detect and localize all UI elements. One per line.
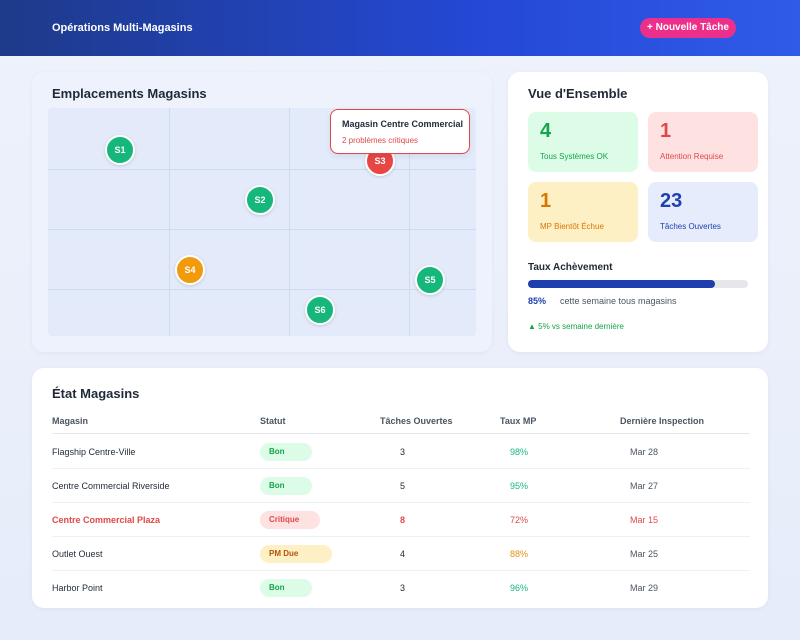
row-divider — [52, 570, 750, 571]
column-header-status[interactable]: Statut — [260, 416, 286, 426]
table-row[interactable]: Centre Commercial Riverside Bon 5 95% Mar 27 — [52, 469, 750, 503]
stat-value: 4 — [540, 120, 552, 142]
table-row[interactable]: Flagship Centre-Ville Bon 3 98% Mar 28 — [52, 435, 750, 469]
open-tasks-cell: 5 — [400, 481, 406, 491]
completion-description: cette semaine tous magasins — [560, 296, 677, 306]
pm-rate-cell: 98% — [510, 447, 529, 457]
open-tasks-cell: 3 — [400, 583, 406, 593]
store-pin-s4[interactable]: S4 — [175, 255, 205, 285]
status-badge: Bon — [260, 443, 312, 461]
table-row[interactable]: Centre Commercial Plaza Critique 8 72% Mar 1… — [52, 503, 750, 537]
status-badge: Bon — [260, 579, 312, 597]
pm-rate-cell: 95% — [510, 481, 529, 491]
map-grid-line — [409, 108, 410, 336]
column-header-store[interactable]: Magasin — [52, 416, 89, 426]
store-name-cell: Harbor Point — [52, 583, 103, 593]
map-grid-line — [48, 229, 476, 230]
overview-title: Vue d'Ensemble — [528, 86, 628, 101]
store-name-cell: Flagship Centre-Ville — [52, 447, 136, 457]
store-name-cell: Centre Commercial Riverside — [52, 481, 170, 491]
row-divider — [52, 502, 750, 503]
store-pin-s6[interactable]: S6 — [305, 295, 335, 325]
last-inspection-cell: Mar 27 — [630, 481, 659, 491]
stat-label: MP Bientôt Échue — [540, 222, 604, 231]
store-name-cell: Outlet Ouest — [52, 549, 103, 559]
store-status-title: État Magasins — [52, 386, 140, 401]
completion-progress-bar — [528, 280, 748, 288]
stat-systems-ok[interactable]: 4 Tous Systèmes OK — [528, 112, 638, 172]
status-badge: Bon — [260, 477, 312, 495]
store-pin-s1[interactable]: S1 — [105, 135, 135, 165]
open-tasks-cell: 8 — [400, 515, 406, 525]
app-title: Opérations Multi-Magasins — [52, 22, 193, 34]
row-divider — [52, 468, 750, 469]
last-inspection-cell: Mar 29 — [630, 583, 659, 593]
store-pin-s2[interactable]: S2 — [245, 185, 275, 215]
stat-value: 1 — [660, 120, 672, 142]
column-header-open-tasks[interactable]: Tâches Ouvertes — [380, 416, 453, 426]
stat-attention-required[interactable]: 1 Attention Requise — [648, 112, 758, 172]
store-locations-title: Emplacements Magasins — [52, 86, 207, 101]
last-inspection-cell: Mar 15 — [630, 515, 659, 525]
tooltip-subtitle: 2 problèmes critiques — [342, 136, 419, 145]
stat-value: 1 — [540, 190, 552, 212]
table-row[interactable]: Outlet Ouest PM Due 4 88% Mar 25 — [52, 537, 750, 571]
pm-rate-cell: 88% — [510, 549, 529, 559]
stat-open-tasks[interactable]: 23 Tâches Ouvertes — [648, 182, 758, 242]
completion-progress-fill — [528, 280, 715, 288]
stat-label: Attention Requise — [660, 152, 724, 161]
status-badge: Critique — [260, 511, 320, 529]
map-grid-line — [289, 108, 290, 336]
last-inspection-cell: Mar 25 — [630, 549, 659, 559]
completion-trend: ▲ 5% vs semaine dernière — [528, 322, 624, 331]
table-header-divider — [52, 433, 750, 434]
stat-value: 23 — [660, 190, 683, 212]
overview-card: Vue d'Ensemble 4 Tous Systèmes OK 1 Atte… — [508, 72, 768, 352]
store-pin-s5[interactable]: S5 — [415, 265, 445, 295]
map-grid-line — [48, 289, 476, 290]
table-row[interactable]: Harbor Point Bon 3 96% Mar 29 — [52, 571, 750, 605]
stat-label: Tous Systèmes OK — [540, 152, 609, 161]
tooltip-title: Magasin Centre Commercial — [342, 119, 464, 129]
stat-label: Tâches Ouvertes — [660, 222, 721, 231]
completion-percent: 85% — [528, 296, 547, 306]
completion-title: Taux Achèvement — [528, 262, 613, 273]
column-header-last-inspection[interactable]: Dernière Inspection — [620, 416, 705, 426]
store-name-cell: Centre Commercial Plaza — [52, 515, 161, 525]
store-tooltip: Magasin Centre Commercial 2 problèmes cr… — [330, 109, 470, 154]
pm-rate-cell: 96% — [510, 583, 529, 593]
last-inspection-cell: Mar 28 — [630, 447, 659, 457]
open-tasks-cell: 3 — [400, 447, 406, 457]
stat-pm-due-soon[interactable]: 1 MP Bientôt Échue — [528, 182, 638, 242]
store-status-card: État Magasins Magasin Statut Tâches Ouve… — [32, 368, 768, 608]
map-grid-line — [169, 108, 170, 336]
row-divider — [52, 536, 750, 537]
new-task-button[interactable]: + Nouvelle Tâche — [640, 18, 736, 38]
open-tasks-cell: 4 — [400, 549, 406, 559]
column-header-pm-rate[interactable]: Taux MP — [500, 416, 537, 426]
status-badge: PM Due — [260, 545, 332, 563]
top-bar: Opérations Multi-Magasins + Nouvelle Tâc… — [0, 0, 800, 56]
map-grid-line — [48, 169, 476, 170]
pm-rate-cell: 72% — [510, 515, 529, 525]
